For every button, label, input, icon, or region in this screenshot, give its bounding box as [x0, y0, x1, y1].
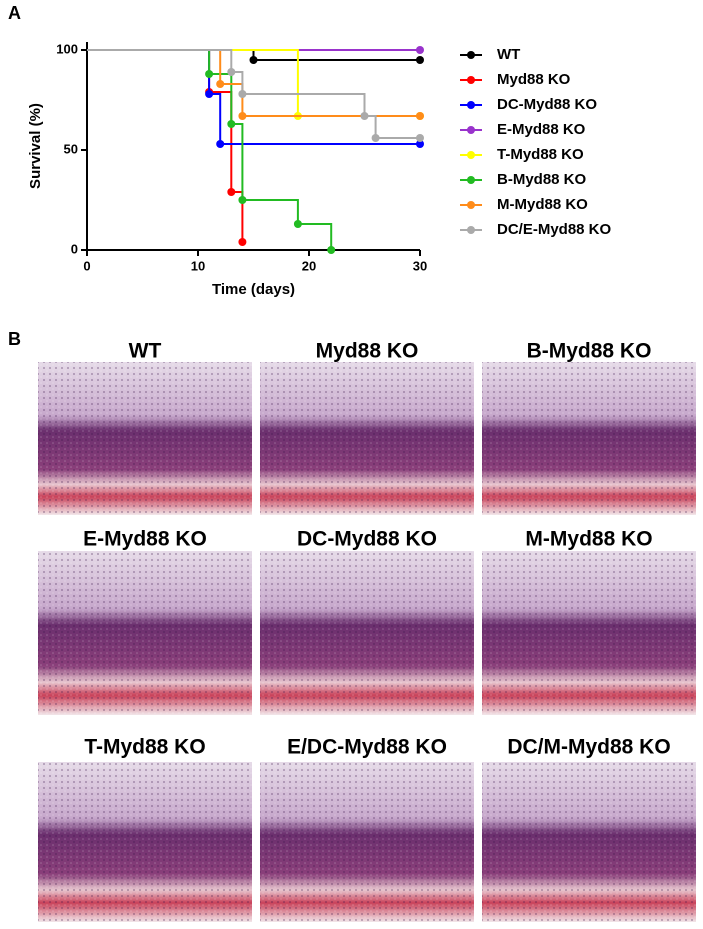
survival-point	[238, 112, 247, 120]
survival-point	[238, 90, 247, 98]
legend-label: WT	[497, 46, 520, 63]
survival-line	[87, 49, 420, 139]
panel-label: A	[8, 3, 21, 23]
survival-point	[216, 80, 225, 88]
histology-texture	[482, 762, 696, 922]
legend-label: T-Myd88 KO	[497, 146, 584, 163]
y-axis-label: Survival (%)	[27, 103, 44, 189]
survival-point	[205, 90, 214, 98]
survival-point	[227, 68, 236, 76]
y-tick-label: 100	[56, 41, 78, 56]
image-title: DC/M-Myd88 KO	[507, 736, 670, 759]
legend-marker	[467, 151, 475, 159]
histology-texture	[38, 551, 252, 715]
survival-point	[227, 188, 236, 196]
survival-point	[249, 56, 258, 64]
image-title: DC-Myd88 KO	[297, 528, 437, 551]
legend-label: DC-Myd88 KO	[497, 96, 597, 113]
y-tick-label: 0	[71, 241, 78, 256]
survival-point	[360, 112, 369, 120]
image-title: B-Myd88 KO	[527, 340, 652, 363]
legend-label: Myd88 KO	[497, 71, 571, 88]
legend-marker	[467, 51, 475, 59]
panel-label: B	[8, 329, 21, 349]
survival-point	[416, 46, 424, 54]
legend-marker	[467, 76, 475, 84]
legend-label: M-Myd88 KO	[497, 196, 588, 213]
image-title: E-Myd88 KO	[83, 528, 207, 551]
legend-marker	[467, 101, 475, 109]
legend-marker	[467, 226, 475, 234]
legend-marker	[467, 201, 475, 209]
histology-texture	[260, 762, 474, 922]
image-title: T-Myd88 KO	[84, 736, 205, 759]
image-title: M-Myd88 KO	[525, 528, 652, 551]
survival-point	[327, 246, 336, 254]
legend-label: DC/E-Myd88 KO	[497, 221, 612, 238]
survival-point	[227, 120, 236, 128]
legend-marker	[467, 176, 475, 184]
survival-point	[416, 56, 424, 64]
x-axis-label: Time (days)	[212, 281, 295, 298]
x-tick-label: 30	[413, 258, 427, 273]
survival-point	[238, 196, 247, 204]
legend-label: E-Myd88 KO	[497, 121, 586, 138]
survival-point	[216, 140, 225, 148]
survival-point	[416, 134, 424, 142]
x-tick-label: 0	[83, 258, 90, 273]
image-title: WT	[129, 340, 162, 363]
histology-texture	[482, 551, 696, 715]
histology-texture	[38, 362, 252, 515]
legend-marker	[467, 126, 475, 134]
image-title: Myd88 KO	[316, 340, 419, 363]
histology-texture	[482, 362, 696, 515]
histology-texture	[38, 762, 252, 922]
image-title: E/DC-Myd88 KO	[287, 736, 447, 759]
survival-point	[238, 238, 247, 246]
survival-point	[416, 140, 424, 148]
legend-label: B-Myd88 KO	[497, 171, 587, 188]
histology-texture	[260, 362, 474, 515]
survival-line	[87, 49, 420, 145]
survival-point	[416, 112, 424, 120]
survival-line	[87, 49, 333, 250]
survival-point	[205, 70, 214, 78]
x-tick-label: 10	[191, 258, 205, 273]
y-tick-label: 50	[64, 141, 78, 156]
survival-point	[371, 134, 380, 142]
histology-texture	[260, 551, 474, 715]
x-tick-label: 20	[302, 258, 316, 273]
survival-point	[293, 220, 302, 228]
